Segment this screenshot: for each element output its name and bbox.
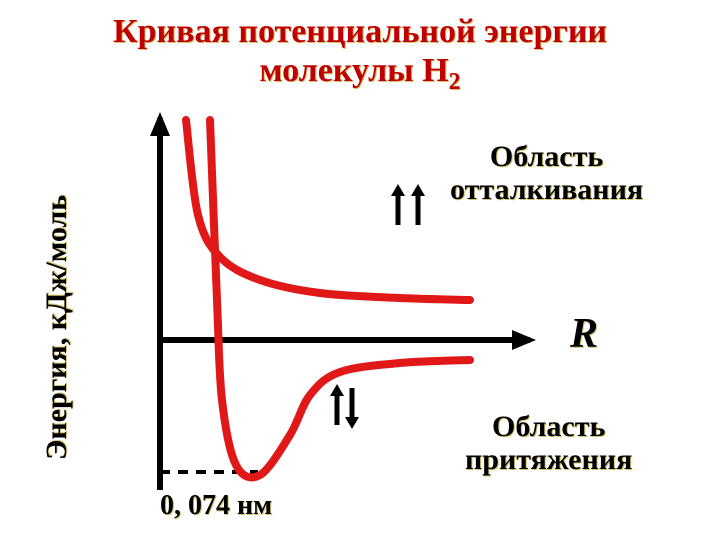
diagram-root: Кривая потенциальной энергии молекулы Н2…: [0, 0, 720, 540]
energy-curve-chart: [0, 0, 720, 540]
